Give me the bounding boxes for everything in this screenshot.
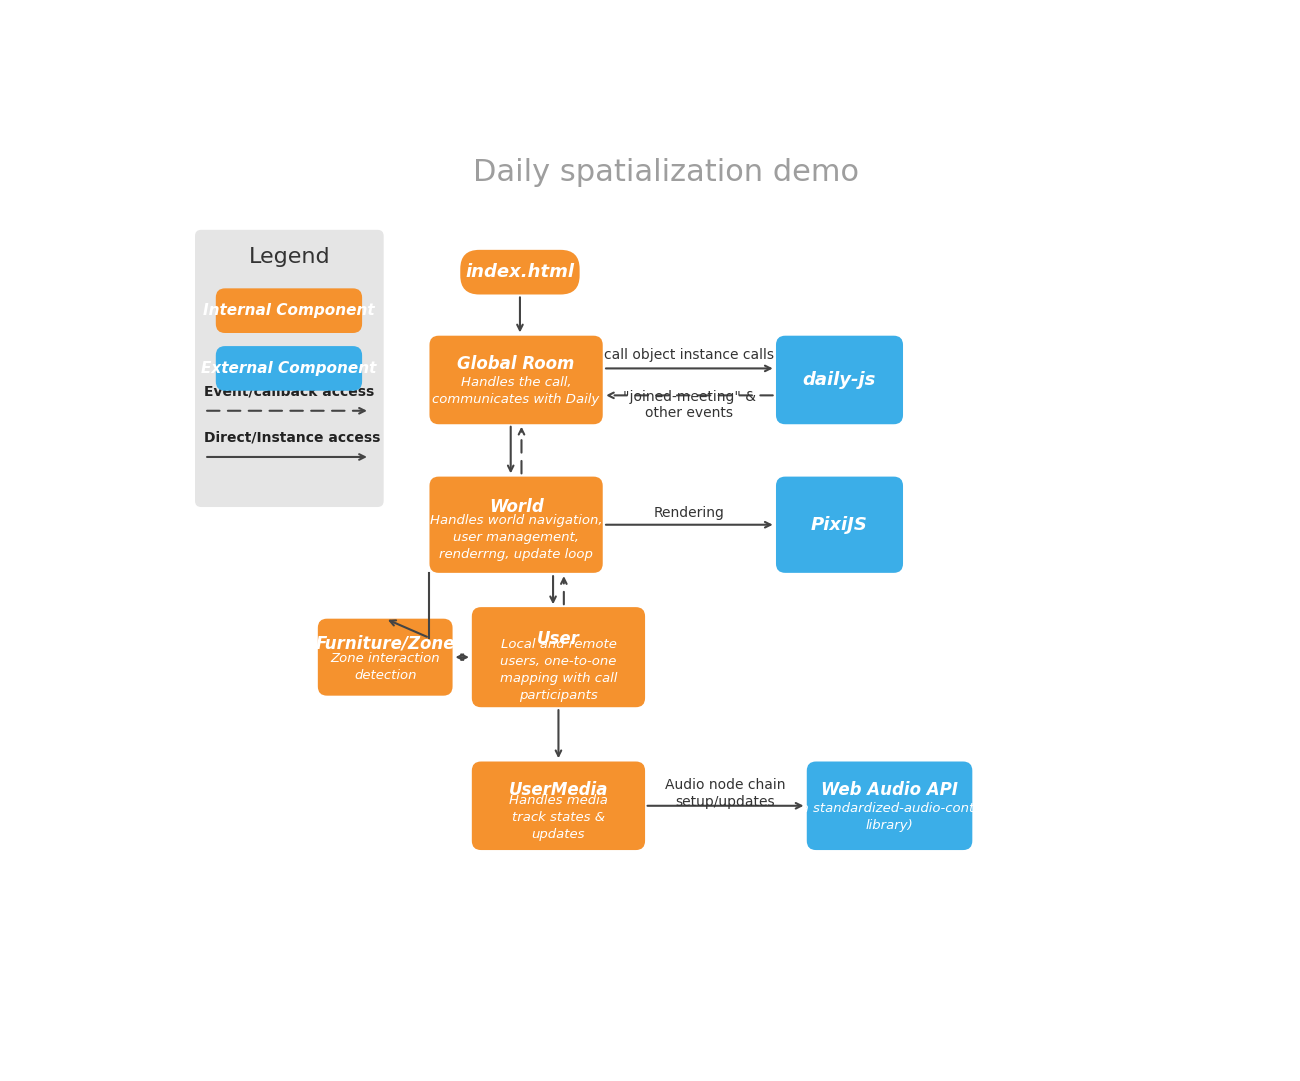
Text: Handles media
track states &
updates: Handles media track states & updates [510,793,608,841]
Text: World: World [489,498,543,517]
FancyBboxPatch shape [195,230,384,507]
Text: Internal Component: Internal Component [203,303,374,318]
Text: PixiJS: PixiJS [811,516,868,534]
Text: Legend: Legend [248,246,330,267]
Text: Furniture/Zone: Furniture/Zone [316,635,455,652]
Text: Rendering: Rendering [654,506,725,520]
Text: (via standardized-audio-context
library): (via standardized-audio-context library) [784,802,996,832]
Text: call object instance calls: call object instance calls [604,348,775,362]
Text: Direct/Instance access: Direct/Instance access [204,430,381,444]
Text: Audio node chain
setup/updates: Audio node chain setup/updates [666,778,785,809]
FancyBboxPatch shape [216,346,363,390]
Text: Daily spatialization demo: Daily spatialization demo [473,158,859,187]
Text: Global Room: Global Room [458,355,575,373]
FancyBboxPatch shape [460,250,580,294]
Text: UserMedia: UserMedia [508,780,608,799]
Text: "joined-meeting" &
other events: "joined-meeting" & other events [623,390,755,421]
FancyBboxPatch shape [472,608,645,707]
Text: Zone interaction
detection: Zone interaction detection [330,652,439,682]
FancyBboxPatch shape [216,289,363,333]
Text: Web Audio API: Web Audio API [822,780,958,799]
FancyBboxPatch shape [472,761,645,850]
Text: Event/callback access: Event/callback access [204,385,374,399]
FancyBboxPatch shape [429,336,603,424]
FancyBboxPatch shape [776,477,904,573]
FancyBboxPatch shape [807,761,972,850]
FancyBboxPatch shape [317,618,452,696]
Text: Local and remote
users, one-to-one
mapping with call
participants: Local and remote users, one-to-one mappi… [499,638,618,703]
Text: Handles world navigation,
user management,
renderrng, update loop: Handles world navigation, user managemen… [430,513,602,561]
Text: External Component: External Component [202,361,377,376]
FancyBboxPatch shape [429,477,603,573]
Text: index.html: index.html [465,263,575,281]
Text: User: User [537,630,580,649]
Text: Handles the call,
communicates with Daily: Handles the call, communicates with Dail… [433,376,599,406]
FancyBboxPatch shape [776,336,904,424]
Text: daily-js: daily-js [803,371,876,389]
